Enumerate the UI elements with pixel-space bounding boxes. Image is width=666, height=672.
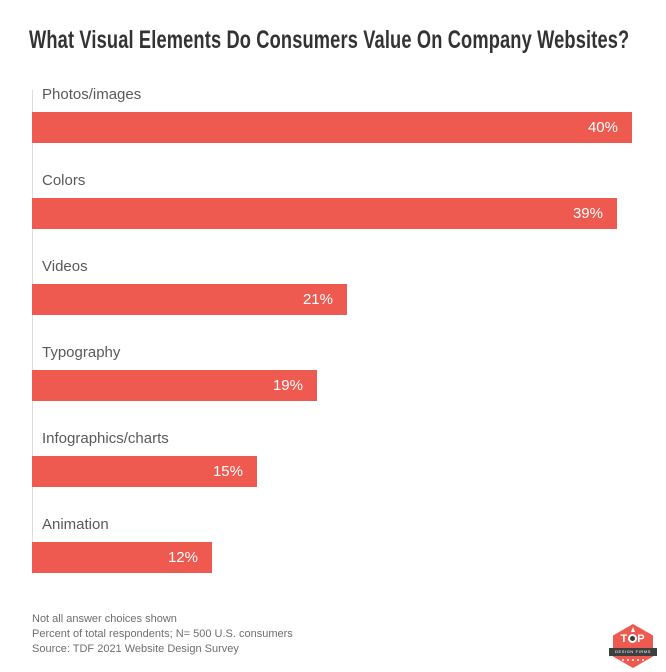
logo-o-ring-icon bbox=[628, 634, 638, 643]
bar: 12% bbox=[32, 542, 212, 573]
bar-track: 15% bbox=[32, 456, 632, 487]
bar-row: Photos/images 40% bbox=[32, 85, 632, 143]
bar-value-label: 21% bbox=[302, 291, 333, 308]
bar-track: 21% bbox=[32, 284, 632, 315]
footnote-line: Source: TDF 2021 Website Design Survey bbox=[32, 643, 239, 655]
bar: 40% bbox=[32, 112, 632, 143]
bar-value-label: 19% bbox=[272, 377, 303, 394]
bar: 19% bbox=[32, 370, 317, 401]
category-label: Videos bbox=[42, 258, 88, 275]
category-label: Colors bbox=[42, 172, 86, 189]
chart-title: What Visual Elements Do Consumers Value … bbox=[29, 26, 630, 54]
y-axis-line bbox=[32, 90, 33, 574]
bar-track: 12% bbox=[32, 542, 632, 573]
footnote-line: Not all answer choices shown bbox=[32, 613, 177, 625]
bar: 21% bbox=[32, 284, 347, 315]
bar-value-label: 15% bbox=[212, 463, 243, 480]
category-label: Photos/images bbox=[42, 86, 142, 103]
bar-value-label: 40% bbox=[587, 119, 618, 136]
bar-row: Typography 19% bbox=[32, 343, 632, 401]
footnote-line: Percent of total respondents; N= 500 U.S… bbox=[32, 628, 293, 640]
bar-track: 19% bbox=[32, 370, 632, 401]
category-label: Typography bbox=[42, 344, 121, 361]
bar-chart: Photos/images 40% Colors 39% Videos 21% Typogr… bbox=[32, 85, 632, 573]
bar-row: Videos 21% bbox=[32, 257, 632, 315]
bar-row: Animation 12% bbox=[32, 515, 632, 573]
bar-track: 40% bbox=[32, 112, 632, 143]
rocket-icon bbox=[631, 627, 635, 632]
category-label: Infographics/charts bbox=[42, 430, 169, 447]
bar: 39% bbox=[32, 198, 617, 229]
bar-row: Infographics/charts 15% bbox=[32, 429, 632, 487]
logo-ribbon: DESIGN FIRMS bbox=[609, 648, 657, 656]
bar: 15% bbox=[32, 456, 257, 487]
bar-track: 39% bbox=[32, 198, 632, 229]
bar-value-label: 12% bbox=[167, 549, 198, 566]
bar-row: Colors 39% bbox=[32, 171, 632, 229]
bar-value-label: 39% bbox=[572, 205, 603, 222]
logo-dots bbox=[611, 659, 655, 661]
category-label: Animation bbox=[42, 516, 109, 533]
footnotes: Not all answer choices shown Percent of … bbox=[32, 612, 293, 657]
